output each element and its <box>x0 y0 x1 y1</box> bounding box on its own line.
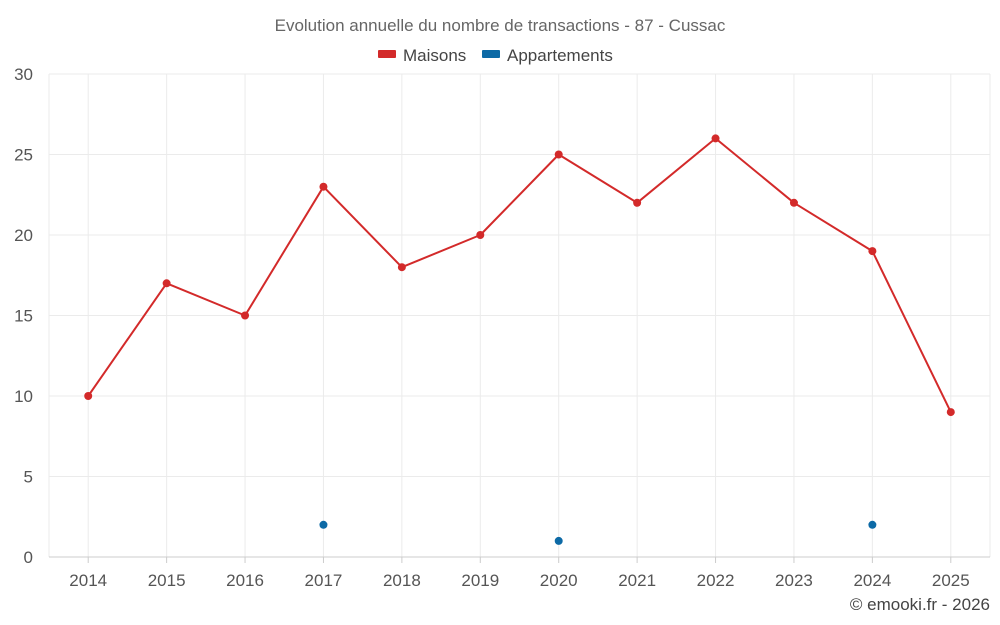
x-tick-label: 2023 <box>775 571 813 590</box>
chart-title: Evolution annuelle du nombre de transact… <box>275 16 726 35</box>
legend-swatch-appartements <box>482 50 500 58</box>
data-point-maisons-2025[interactable] <box>946 408 955 417</box>
x-tick-label: 2015 <box>148 571 186 590</box>
data-point-maisons-2024[interactable] <box>868 247 877 256</box>
legend-label-appartements: Appartements <box>507 46 613 65</box>
y-tick-label: 5 <box>24 468 33 487</box>
data-point-appartements-2024[interactable] <box>868 520 877 529</box>
x-tick-label: 2019 <box>461 571 499 590</box>
legend-swatch-maisons <box>378 50 396 58</box>
y-tick-label: 0 <box>24 548 33 567</box>
y-tick-label: 20 <box>14 226 33 245</box>
x-tick-label: 2014 <box>69 571 107 590</box>
data-point-maisons-2017[interactable] <box>319 182 328 191</box>
data-point-maisons-2015[interactable] <box>162 279 171 288</box>
y-tick-label: 25 <box>14 146 33 165</box>
data-point-maisons-2022[interactable] <box>711 134 720 143</box>
data-point-maisons-2014[interactable] <box>84 392 93 400</box>
x-tick-label: 2025 <box>932 571 970 590</box>
series-appartements <box>319 520 877 545</box>
y-tick-label: 10 <box>14 387 33 406</box>
legend-label-maisons: Maisons <box>403 46 466 65</box>
x-tick-label: 2016 <box>226 571 264 590</box>
legend: Maisons Appartements <box>378 46 613 65</box>
series <box>84 134 955 545</box>
data-point-maisons-2023[interactable] <box>789 198 798 207</box>
data-point-maisons-2018[interactable] <box>397 263 406 272</box>
data-point-appartements-2020[interactable] <box>554 536 563 545</box>
data-point-maisons-2021[interactable] <box>633 198 642 207</box>
series-maisons <box>84 134 955 417</box>
x-tick-label: 2024 <box>853 571 891 590</box>
data-point-maisons-2020[interactable] <box>554 150 563 159</box>
copyright: © emooki.fr - 2026 <box>850 595 990 614</box>
x-tick-label: 2021 <box>618 571 656 590</box>
y-tick-label: 15 <box>14 307 33 326</box>
x-tick-label: 2020 <box>540 571 578 590</box>
grid <box>48 73 991 557</box>
x-tick-label: 2022 <box>697 571 735 590</box>
legend-item-appartements[interactable]: Appartements <box>482 46 613 65</box>
data-point-maisons-2016[interactable] <box>241 311 250 320</box>
y-tick-label: 30 <box>14 65 33 84</box>
x-tick-label: 2017 <box>305 571 343 590</box>
data-point-appartements-2017[interactable] <box>319 520 328 529</box>
data-point-maisons-2019[interactable] <box>476 231 485 239</box>
x-tick-label: 2018 <box>383 571 421 590</box>
series-line-maisons <box>87 137 952 413</box>
legend-item-maisons[interactable]: Maisons <box>378 46 466 65</box>
